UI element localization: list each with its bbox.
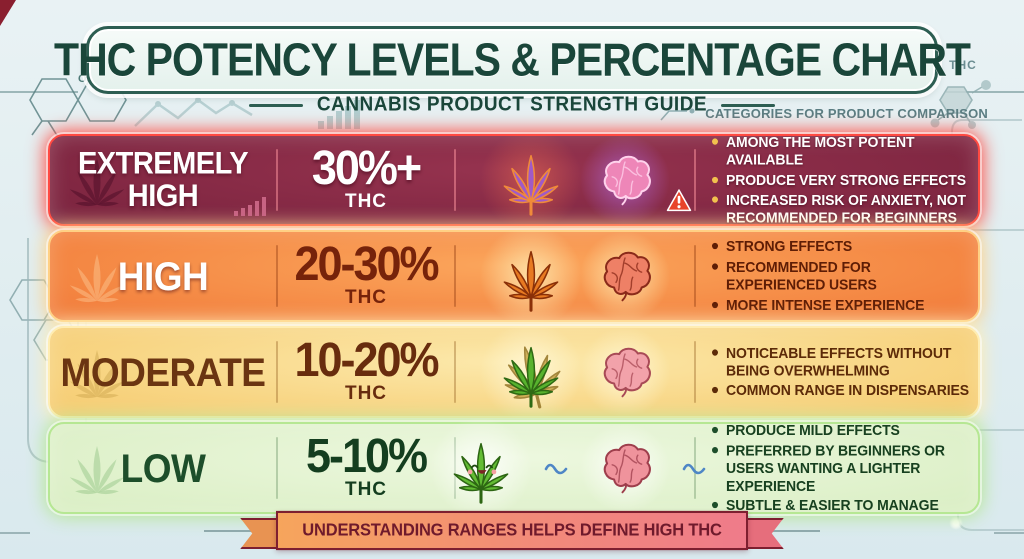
footer-banner: UNDERSTANDING RANGES HELPS DEFINE HIGH T… [0, 510, 1024, 551]
ribbon: UNDERSTANDING RANGES HELPS DEFINE HIGH T… [240, 510, 784, 551]
smiley-face-icon [467, 464, 497, 475]
bullet-dot [712, 349, 718, 356]
thc-unit: THC [344, 383, 388, 405]
subtitle-row: CANNABIS PRODUCT STRENGTH GUIDE [0, 93, 1024, 116]
percentage-cell: 20-30% THC [278, 232, 454, 320]
bullet-item: RECOMMENDED FOR EXPERIENCED USERS [712, 258, 970, 293]
column-divider [694, 437, 696, 499]
tagline: CATEGORIES FOR PRODUCT COMPARISON [659, 106, 988, 121]
icons-cell [456, 129, 694, 231]
level-cell: EXTREMELY HIGH [50, 136, 276, 224]
column-divider [276, 149, 278, 211]
banner-line-left [204, 529, 257, 532]
percentage-cell: 5-10% THC [278, 424, 454, 512]
tagline-text: CATEGORIES FOR PRODUCT COMPARISON [705, 106, 988, 121]
bullet-dot [712, 176, 718, 183]
potency-row-low: LOW 5-10% THC [48, 417, 980, 519]
bullet-dot [712, 196, 718, 204]
cannabis-leaf-icon [480, 129, 582, 231]
bullet-item: NOTICEABLE EFFECTS WITHOUT BEING OVERWHE… [712, 344, 970, 379]
percentage-cell: 10-20% THC [278, 328, 454, 416]
warning-icon [666, 188, 692, 214]
signal-bars-icon [234, 197, 266, 216]
thc-range: 10-20% [294, 331, 439, 387]
column-divider [276, 437, 278, 499]
bullet-dot [712, 387, 718, 394]
percentage-cell: 30%+ THC [278, 136, 454, 224]
bullet-dot [712, 502, 718, 509]
column-divider [694, 341, 696, 403]
banner-text: UNDERSTANDING RANGES HELPS DEFINE HIGH T… [276, 510, 748, 551]
icons-cell [430, 417, 694, 519]
potency-row-high: HIGH 20-30% THC STRONG EFFECTS RECOMMEND… [48, 225, 980, 327]
bullets-cell: AMONG THE MOST POTENT AVAILABLE PRODUCE … [696, 133, 978, 227]
thc-range: 20-30% [294, 235, 439, 291]
page-subtitle: CANNABIS PRODUCT STRENGTH GUIDE [316, 93, 708, 116]
cannabis-leaf-icon [480, 225, 582, 327]
bullet-dot [712, 263, 718, 270]
bullet-item: AMONG THE MOST POTENT AVAILABLE [712, 133, 970, 168]
bullet-dot [712, 446, 718, 454]
calm-wave-icon [543, 460, 569, 476]
corner-accent [0, 0, 16, 26]
thc-range: 5-10% [305, 427, 428, 483]
level-label: MODERATE [60, 349, 266, 395]
bullets-cell: STRONG EFFECTS RECOMMENDED FOR EXPERIENC… [696, 232, 978, 320]
tagline-elbow-icon [660, 108, 695, 121]
column-divider [454, 245, 456, 307]
bullet-item: PRODUCE VERY STRONG EFFECTS [712, 171, 970, 189]
cannabis-leaf-icon [480, 321, 582, 423]
level-cell: HIGH [50, 232, 276, 320]
molecule-thc-label: THC [949, 58, 977, 72]
level-label: HIGH [117, 253, 209, 299]
icons-cell [456, 321, 694, 423]
bullet-item: INCREASED RISK OF ANXIETY, NOT RECOMMEND… [712, 192, 970, 227]
thc-range: 30%+ [311, 139, 422, 195]
thc-unit: THC [344, 479, 388, 501]
column-divider [454, 149, 456, 211]
bullet-dot [712, 426, 718, 434]
bullets-cell: NOTICEABLE EFFECTS WITHOUT BEING OVERWHE… [696, 328, 978, 416]
smiling-cannabis-leaf-icon [430, 417, 532, 519]
brain-icon [580, 231, 657, 308]
level-cell: MODERATE [50, 328, 276, 416]
bullet-item: SUBTLE & EASIER TO MANAGE [712, 497, 970, 515]
brain-icon [580, 327, 657, 404]
icons-cell [456, 225, 694, 327]
level-label: LOW [120, 445, 206, 491]
column-divider [694, 245, 696, 307]
column-divider [276, 341, 278, 403]
banner-line-right [767, 529, 820, 532]
bullet-item: PREFERRED BY BEGINNERS OR USERS WANTING … [712, 442, 970, 495]
bullet-item: STRONG EFFECTS [712, 238, 970, 256]
subtitle-line-right [721, 103, 776, 107]
bullet-dot [712, 301, 718, 308]
subtitle-line-left [248, 103, 303, 107]
bullet-item: COMMON RANGE IN DISPENSARIES [712, 382, 970, 400]
page-title: THC POTENCY LEVELS & PERCENTAGE CHART [54, 33, 971, 86]
bullet-dot [712, 243, 718, 250]
bullet-dot [712, 138, 718, 145]
header: THC POTENCY LEVELS & PERCENTAGE CHART [54, 26, 971, 94]
bullets-cell: PRODUCE MILD EFFECTS PREFERRED BY BEGINN… [696, 422, 978, 515]
column-divider [694, 149, 696, 211]
level-label: EXTREMELY HIGH [77, 146, 249, 214]
brain-icon [580, 423, 670, 513]
potency-row-extremely-high: EXTREMELY HIGH 30%+ THC [48, 129, 980, 231]
column-divider [454, 341, 456, 403]
sparkle [949, 516, 963, 530]
potency-row-moderate: MODERATE 10-20% THC NOTICEABLE EFFECTS W… [48, 321, 980, 423]
bullet-item: MORE INTENSE EXPERIENCE [712, 296, 970, 314]
brain-icon [580, 135, 657, 212]
column-divider [276, 245, 278, 307]
thc-unit: THC [344, 287, 388, 309]
level-cell: LOW [50, 424, 276, 512]
bullet-item: PRODUCE MILD EFFECTS [712, 422, 970, 440]
thc-unit: THC [344, 191, 388, 213]
